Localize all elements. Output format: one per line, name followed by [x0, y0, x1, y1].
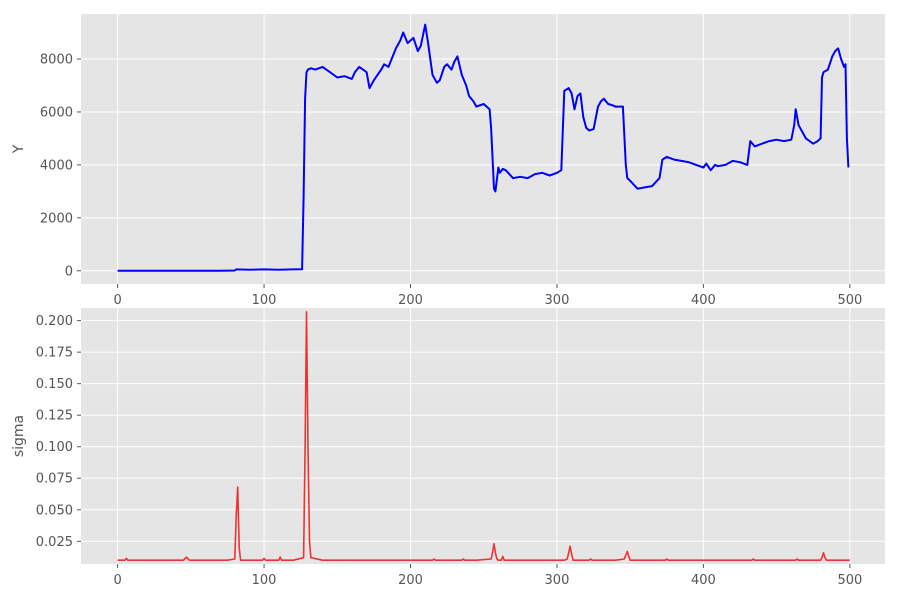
top-y-chart: 0 100 200 300 400 500 0 2000 4000 6000 8000 Y — [11, 14, 885, 308]
y-x-tick-label: 100 — [252, 293, 277, 308]
bottom-sigma-chart: 0 100 200 300 400 500 0.025 0.050 0.075 0.100 0.12… — [11, 308, 885, 588]
y-axis-label: Y — [11, 144, 27, 154]
sigma-y-tick-label: 0.025 — [36, 535, 73, 550]
sigma-y-tick-label: 0.175 — [36, 346, 73, 361]
y-y-tick-label: 4000 — [40, 158, 73, 173]
sigma-y-tick-label: 0.100 — [36, 440, 73, 455]
sigma-x-tick-label: 300 — [545, 573, 570, 588]
sigma-y-tick-label: 0.150 — [36, 377, 73, 392]
y-x-tick-label: 200 — [398, 293, 423, 308]
sigma-x-tick-label: 500 — [837, 573, 862, 588]
y-x-tick-label: 300 — [545, 293, 570, 308]
y-y-tick-label: 2000 — [40, 211, 73, 226]
y-y-tick-label: 6000 — [40, 105, 73, 120]
sigma-series-line — [117, 310, 850, 562]
sigma-axis-label: sigma — [11, 415, 27, 457]
y-y-tick-label: 0 — [65, 264, 73, 279]
sigma-y-tick-label: 0.125 — [36, 409, 73, 424]
y-x-tick-label: 400 — [691, 293, 716, 308]
sigma-x-tick-label: 0 — [113, 573, 121, 588]
y-plot-background — [81, 14, 885, 284]
y-series-line — [117, 23, 850, 272]
y-x-tick-label: 500 — [837, 293, 862, 308]
sigma-x-tick-label: 100 — [252, 573, 277, 588]
sigma-y-tick-label: 0.050 — [36, 503, 73, 518]
sigma-plot-background — [81, 308, 885, 564]
y-x-tick-label: 0 — [113, 293, 121, 308]
sigma-y-tick-label: 0.200 — [36, 314, 73, 329]
sigma-y-tick-label: 0.075 — [36, 472, 73, 487]
sigma-x-tick-label: 200 — [398, 573, 423, 588]
sigma-x-tick-label: 400 — [691, 573, 716, 588]
y-y-tick-label: 8000 — [40, 53, 73, 68]
